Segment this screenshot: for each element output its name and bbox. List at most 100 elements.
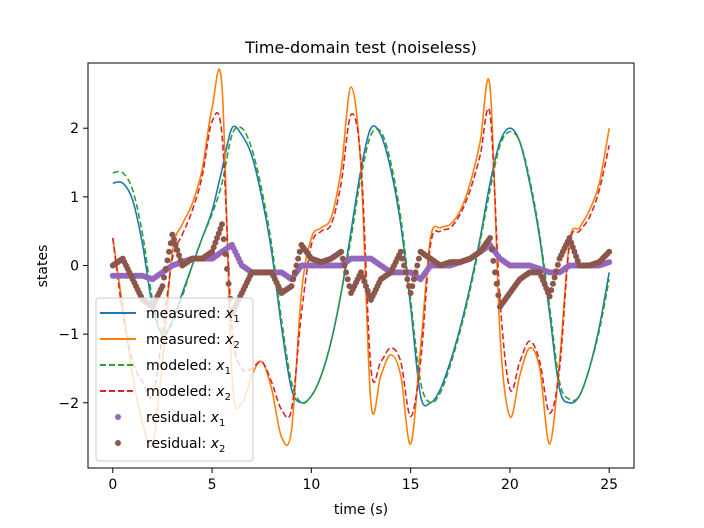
y-tick-label: −1 bbox=[58, 327, 79, 343]
residual-point bbox=[176, 252, 182, 259]
series-line-1 bbox=[112, 125, 610, 407]
y-axis: −2 −1 0 1 2 bbox=[58, 121, 88, 412]
residual-point bbox=[161, 274, 168, 281]
residual-point bbox=[212, 239, 219, 246]
residual-point bbox=[343, 269, 350, 276]
legend-label: measured: x2 bbox=[146, 332, 240, 351]
residual-point bbox=[290, 276, 297, 283]
residual-point bbox=[495, 292, 502, 299]
residual-point bbox=[554, 261, 561, 268]
residual-point bbox=[490, 257, 497, 264]
residual-point bbox=[223, 265, 230, 272]
x-axis: 0 5 10 15 20 25 bbox=[108, 468, 618, 493]
residual-point bbox=[566, 235, 573, 242]
legend-label: residual: x2 bbox=[146, 436, 225, 455]
residual-point bbox=[571, 248, 578, 255]
residual-point bbox=[339, 255, 346, 262]
residual-point bbox=[341, 262, 348, 269]
residual-point bbox=[359, 273, 366, 280]
y-axis-label: states bbox=[35, 245, 51, 288]
y-tick-label: 1 bbox=[70, 190, 79, 206]
legend-marker bbox=[115, 440, 121, 446]
residual-point bbox=[404, 276, 411, 283]
residual-point bbox=[162, 265, 169, 272]
x-axis-label: time (s) bbox=[334, 502, 388, 518]
residual-point bbox=[209, 248, 216, 255]
residual-point bbox=[409, 283, 416, 290]
residual-point bbox=[606, 259, 613, 266]
residual-point bbox=[549, 280, 556, 287]
residual-point bbox=[546, 293, 553, 300]
residual-point bbox=[338, 248, 345, 255]
residual-point bbox=[410, 276, 417, 283]
residual-point bbox=[414, 262, 421, 269]
residual-point bbox=[553, 268, 560, 275]
legend-entry: modeled: x1 bbox=[100, 358, 231, 377]
residual-point bbox=[177, 257, 184, 264]
residual-point bbox=[296, 248, 303, 255]
residual-point bbox=[219, 221, 226, 228]
residual-point bbox=[361, 278, 368, 285]
residual-point bbox=[415, 255, 422, 262]
y-tick-label: −2 bbox=[58, 396, 79, 412]
residual-point bbox=[215, 230, 222, 237]
residual-point bbox=[573, 253, 580, 260]
residual-point bbox=[288, 283, 295, 290]
residual-point bbox=[568, 239, 575, 246]
residual-point bbox=[358, 269, 364, 276]
residual-point bbox=[493, 280, 500, 287]
residual-point bbox=[412, 269, 419, 276]
series-layer bbox=[109, 68, 613, 448]
residual-point bbox=[225, 280, 232, 287]
series-line-4 bbox=[112, 107, 610, 419]
residual-point bbox=[169, 231, 176, 238]
residual-point bbox=[548, 287, 555, 294]
residual-point bbox=[295, 255, 302, 262]
legend-label: residual: x1 bbox=[146, 410, 225, 429]
residual-point bbox=[159, 283, 166, 290]
residual-point bbox=[362, 283, 369, 290]
residual-point bbox=[397, 248, 404, 255]
x-tick-label: 20 bbox=[501, 477, 519, 493]
legend-entry: residual: x1 bbox=[115, 410, 225, 429]
x-tick-label: 0 bbox=[108, 477, 117, 493]
legend-entry: modeled: x2 bbox=[100, 384, 231, 403]
x-tick-label: 5 bbox=[208, 477, 217, 493]
residual-point bbox=[606, 248, 613, 255]
chart-title: Time-domain test (noiseless) bbox=[244, 38, 477, 57]
residual-point bbox=[222, 251, 229, 258]
legend-label: measured: x1 bbox=[146, 306, 240, 325]
residual-point bbox=[487, 235, 494, 242]
residual-point bbox=[172, 241, 179, 248]
residual-point bbox=[210, 244, 217, 251]
legend-entries: measured: x1 measured: x2 modeled: x1 model… bbox=[100, 306, 240, 455]
residual-point bbox=[174, 247, 181, 254]
residual-point bbox=[217, 225, 224, 232]
residual-point bbox=[214, 235, 221, 242]
residual-point bbox=[164, 257, 171, 264]
legend-entry: measured: x2 bbox=[100, 332, 240, 351]
legend-label: modeled: x2 bbox=[146, 384, 231, 403]
residual-point bbox=[293, 262, 300, 269]
legend-entry: residual: x2 bbox=[115, 436, 225, 455]
residual-point bbox=[402, 269, 409, 276]
x-tick-label: 25 bbox=[600, 477, 618, 493]
residual-point bbox=[344, 276, 351, 283]
residual-point bbox=[171, 236, 178, 243]
residual-point bbox=[399, 255, 406, 262]
legend-entry: measured: x1 bbox=[100, 306, 240, 325]
x-tick-label: 10 bbox=[302, 477, 320, 493]
residual-point bbox=[401, 262, 408, 269]
residual-point bbox=[569, 244, 576, 251]
legend-marker bbox=[115, 414, 121, 420]
residual-point bbox=[291, 269, 298, 276]
residual-point bbox=[166, 248, 173, 255]
residual-point bbox=[220, 236, 227, 243]
residual-point bbox=[492, 269, 499, 276]
residual-point bbox=[488, 246, 495, 253]
residual-point bbox=[574, 257, 581, 264]
residual-point bbox=[407, 289, 414, 296]
residual-point bbox=[364, 287, 371, 294]
legend-label: modeled: x1 bbox=[146, 358, 231, 377]
